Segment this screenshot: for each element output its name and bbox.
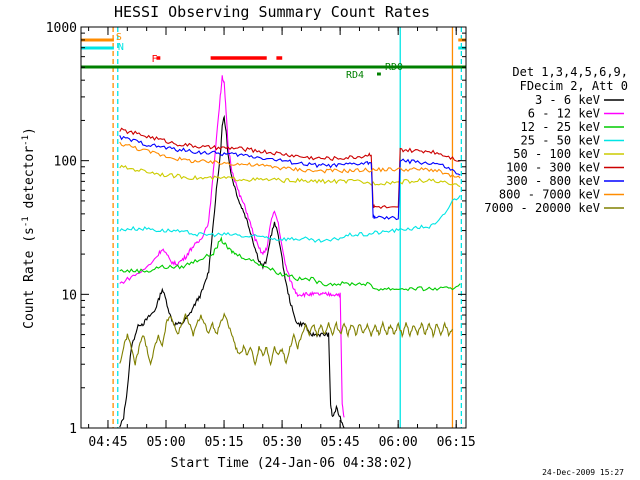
flag-rd4-label: RD4 [346, 70, 364, 81]
y-axis-label-main: Count Rate (s [22, 227, 37, 329]
series-line-0 [119, 114, 345, 429]
series-line-3 [119, 195, 461, 243]
y-axis: 1 10 100 1000 [46, 21, 466, 437]
series-line-5 [119, 127, 461, 210]
y-axis-label: Count Rate (s-1 detector-1) [21, 127, 37, 329]
x-tick-label-5: 06:00 [379, 435, 418, 450]
plot-frame [80, 26, 467, 429]
legend-label-4: 50 - 100 keV [513, 147, 600, 161]
x-tick-label-2: 05:15 [204, 435, 243, 450]
x-tick-label-1: 05:00 [146, 435, 185, 450]
y-tick-label-1: 10 [61, 288, 77, 303]
attenuator-markers [112, 27, 463, 428]
series-line-4 [119, 164, 461, 188]
flag-n-label: N [118, 42, 124, 53]
y-axis-label-end: ) [22, 127, 37, 135]
x-tick-label-3: 05:30 [263, 435, 302, 450]
legend-header-line-2: FDecim 2, Att 0 [520, 79, 628, 93]
y-axis-label-sup2: -1 [21, 135, 31, 146]
legend-label-8: 7000 - 20000 keV [484, 201, 600, 215]
legend-label-2: 12 - 25 keV [521, 120, 600, 134]
x-axis: 04:45 05:00 05:15 05:30 05:45 06:00 06:15 [88, 27, 476, 450]
series-line-2 [119, 236, 461, 292]
x-axis-label: Start Time (24-Jan-06 04:38:02) [171, 456, 414, 471]
legend-label-5: 100 - 300 keV [506, 161, 600, 175]
chart-title: HESSI Observing Summary Count Rates [114, 3, 430, 21]
series-line-1 [119, 75, 345, 418]
legend-label-1: 6 - 12 keV [528, 107, 600, 121]
y-tick-label-2: 100 [54, 155, 77, 170]
timestamp: 24-Dec-2009 15:27 [542, 468, 624, 477]
flag-f-label: F [151, 54, 157, 65]
x-tick-label-0: 04:45 [88, 435, 127, 450]
flag-s-label: S [116, 32, 122, 43]
y-tick-label-0: 1 [69, 422, 77, 437]
series-line-8 [119, 312, 454, 367]
legend-label-7: 800 - 7000 keV [499, 188, 600, 202]
y-tick-label-3: 1000 [46, 21, 77, 36]
y-axis-label-mid: detector [22, 146, 37, 217]
series-line-7 [119, 141, 461, 179]
y-axis-label-sup1: -1 [21, 216, 31, 227]
flag-rd0-label: RD0 [385, 62, 403, 73]
legend-label-3: 25 - 50 keV [521, 134, 600, 148]
legend: Det 1,3,4,5,6,9, FDecim 2, Att 0 3 - 6 k… [484, 65, 628, 215]
series-line-6 [119, 135, 461, 221]
legend-header-line-1: Det 1,3,4,5,6,9, [512, 65, 628, 79]
x-tick-label-4: 05:45 [321, 435, 360, 450]
x-tick-label-6: 06:15 [437, 435, 476, 450]
legend-label-0: 3 - 6 keV [535, 93, 600, 107]
series-group [119, 75, 461, 429]
legend-label-6: 300 - 800 keV [506, 174, 600, 188]
